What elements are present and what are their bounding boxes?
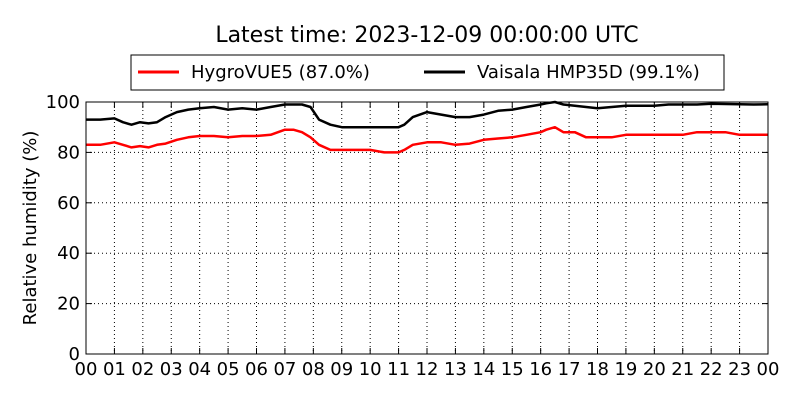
x-tick-label: 23 [728, 359, 751, 380]
x-tick-label: 11 [387, 359, 410, 380]
x-tick-label: 20 [643, 359, 666, 380]
x-tick-label: 05 [217, 359, 240, 380]
y-axis-label: Relative humidity (%) [20, 131, 41, 326]
x-tick-label: 15 [501, 359, 524, 380]
series-line-hygrovue [86, 125, 768, 154]
x-tick-label: 14 [472, 359, 495, 380]
y-tick-label: 80 [57, 142, 80, 163]
x-tick-label: 00 [75, 359, 98, 380]
x-tick-label: 22 [700, 359, 723, 380]
x-tick-label: 04 [188, 359, 211, 380]
x-tick-label: 19 [614, 359, 637, 380]
x-tick-label: 13 [444, 359, 467, 380]
legend-label-hygrovue: HygroVUE5 (87.0%) [191, 62, 370, 83]
x-tick-label: 01 [103, 359, 126, 380]
x-tick-label: 08 [302, 359, 325, 380]
y-tick-label: 20 [57, 294, 80, 315]
x-tick-label: 21 [671, 359, 694, 380]
series-layer [86, 100, 769, 154]
plot-area [85, 101, 769, 355]
x-tick-label: 09 [330, 359, 353, 380]
ticks: 00 01 02 03 04 05 06 07 08 09 10 11 12 13 14 15 16 17 18 19… [46, 92, 780, 380]
y-tick-label: 60 [57, 193, 80, 214]
legend: HygroVUE5 (87.0%) Vaisala HMP35D (99.1%) [130, 54, 725, 91]
x-tick-label: 10 [359, 359, 382, 380]
legend-label-vaisala: Vaisala HMP35D (99.1%) [477, 62, 700, 83]
series-line-vaisala [86, 100, 769, 129]
x-tick-label: 06 [245, 359, 268, 380]
y-tick-label: 0 [69, 344, 80, 365]
chart-title: Latest time: 2023-12-09 00:00:00 UTC [215, 23, 638, 48]
x-tick-label: 02 [131, 359, 154, 380]
y-tick-label: 100 [46, 92, 80, 113]
y-tick-label: 40 [57, 243, 80, 264]
x-tick-label: 07 [273, 359, 296, 380]
x-tick-label: 16 [529, 359, 552, 380]
x-tick-label: 03 [160, 359, 183, 380]
grid [86, 102, 768, 354]
x-tick-label: 17 [558, 359, 581, 380]
x-tick-label: 12 [416, 359, 439, 380]
x-tick-label: 18 [586, 359, 609, 380]
x-tick-label: 00 [757, 359, 780, 380]
